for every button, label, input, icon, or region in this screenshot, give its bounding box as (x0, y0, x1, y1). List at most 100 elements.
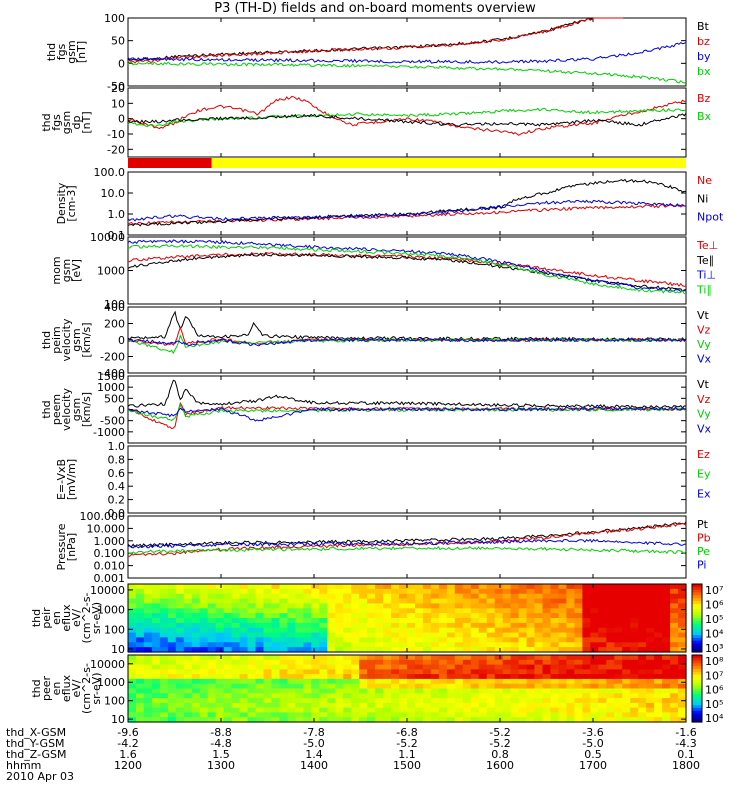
density-ylabel: Density (55, 182, 68, 224)
peir_en_eflux-cell (415, 603, 424, 609)
peer_en_eflux-cell (215, 717, 225, 723)
peir_en_eflux-cell (136, 637, 145, 643)
peir_en_eflux-cell (415, 627, 424, 634)
peer_en_eflux-cell (630, 698, 639, 704)
peir_en_eflux-cell (478, 584, 488, 590)
peir_en_eflux-cell (199, 598, 209, 605)
peer_en_eflux-colorbar-cell (692, 716, 702, 720)
peir_en_eflux-cell (327, 608, 336, 614)
peer_en_eflux-cell (478, 693, 488, 699)
peer_en_eflux-cell (670, 712, 679, 718)
peim_velocity-series-3 (127, 337, 687, 347)
peer_en_eflux-cell (375, 702, 384, 709)
peer_en_eflux-cell (303, 688, 312, 694)
peir_en_eflux-cell (662, 632, 671, 639)
ephemeris-value-thd-z-gsm: 0.5 (584, 748, 602, 761)
peir_en_eflux-cell (143, 642, 153, 648)
peer_en_eflux-cell (470, 693, 480, 699)
peer_en_eflux-colorbar-cell (692, 671, 702, 676)
peir_en_eflux-cell (215, 593, 225, 600)
peir_en_eflux-cell (638, 603, 647, 609)
peer_en_eflux-cell (518, 717, 528, 723)
peer_en_eflux-cell (399, 674, 408, 680)
peir_en_eflux-cell (151, 593, 161, 600)
peir_en_eflux-cell (622, 642, 631, 648)
ephemeris-value-hhmm: 1800 (672, 759, 700, 772)
peir_en_eflux-colorbar-cell (692, 589, 702, 594)
peir_en_eflux-cell (175, 588, 185, 595)
peir_en_eflux-cell (239, 598, 249, 605)
peir_en_eflux-cell (255, 598, 265, 605)
efield-legend-0: Ez (697, 448, 710, 461)
peer_en_eflux-cell (247, 674, 257, 680)
peer_en_eflux-cell (542, 659, 552, 666)
pressure-ytick-label: 100.000 (80, 510, 126, 523)
peir_en_eflux-cell (415, 588, 424, 595)
peir_en_eflux-cell (159, 608, 169, 614)
peir_en_eflux-cell (407, 632, 416, 639)
peir_en_eflux-cell (430, 598, 440, 605)
peer_en_eflux-cell (622, 655, 631, 661)
peer_en_eflux-cell (151, 702, 161, 709)
peer_en_eflux-cell (255, 698, 265, 704)
peir_en_eflux-cell (494, 608, 504, 614)
peer_en_eflux-cell (279, 707, 289, 713)
peer_en_eflux-cell (486, 712, 496, 718)
peir_en_eflux-colorbar-cell (692, 595, 702, 599)
peer_en_eflux-cell (454, 693, 464, 699)
peem_velocity-ytick-label: 1500 (97, 370, 125, 383)
peir_en_eflux-cell (343, 613, 352, 619)
peir_en_eflux-cell (662, 622, 671, 629)
efield-ylabel: [mV/m] (65, 459, 78, 500)
peir_en_eflux-cell (454, 598, 464, 605)
peir_en_eflux-cell (550, 603, 560, 609)
peir_en_eflux-cell (136, 642, 145, 648)
peir_en_eflux-cell (614, 622, 623, 629)
peer_en_eflux-cell (375, 669, 384, 675)
peir_en_eflux-cell (558, 598, 568, 605)
peir_en_eflux-cell (351, 593, 360, 600)
peer_en_eflux-cell (438, 717, 448, 723)
peer_en_eflux-cell (590, 664, 599, 670)
peir_en_eflux-cell (510, 608, 520, 614)
peir_en_eflux-cell (462, 622, 472, 629)
peer_en_eflux-cell (454, 678, 464, 685)
peir_en_eflux-cell (295, 632, 304, 639)
peir_en_eflux-cell (327, 613, 336, 619)
peer_en_eflux-cell (128, 707, 137, 713)
peir_en_eflux-cell (239, 608, 249, 614)
peir_en_eflux-cell (383, 603, 392, 609)
peir_en_eflux-cell (239, 647, 249, 653)
peir_en_eflux-cell (383, 642, 392, 648)
peer_en_eflux-cell (494, 683, 504, 690)
peir_en_eflux-cell (279, 618, 289, 624)
peir_en_eflux-cell (391, 627, 400, 634)
peir_en_eflux-cell (343, 608, 352, 614)
peir_en_eflux-cell (255, 647, 265, 653)
peir_en_eflux-cell (638, 584, 647, 590)
peir_en_eflux-cell (582, 642, 591, 648)
peer_en_eflux-cell (622, 683, 631, 690)
peir_en_eflux-cell (136, 588, 145, 595)
peer_en_eflux-cell (303, 712, 312, 718)
peir_en_eflux-cell (335, 622, 344, 629)
peer_en_eflux-cell (678, 717, 687, 723)
peir_en_eflux-cell (239, 588, 249, 595)
peir_en_eflux-cell (151, 588, 161, 595)
peer_en_eflux-cell (582, 678, 591, 685)
peer_en_eflux-cell (462, 674, 472, 680)
mom_temp-ytick-label: 10000 (90, 231, 125, 244)
peer_en_eflux-cell (646, 702, 655, 709)
peer_en_eflux-cell (199, 707, 209, 713)
peir_en_eflux-cell (542, 588, 552, 595)
peer_en_eflux-cell (430, 693, 440, 699)
peer_en_eflux-cell (239, 707, 249, 713)
peer_en_eflux-cell (598, 702, 607, 709)
peer_en_eflux-cell (630, 702, 639, 709)
peir_en_eflux-cell (470, 632, 480, 639)
peir_en_eflux-cell (550, 584, 560, 590)
density-ytick-label: 10.0 (101, 187, 126, 200)
peer_en_eflux-cell (494, 664, 504, 670)
peir_en_eflux-cell (223, 647, 233, 653)
peir_en_eflux-cell (128, 598, 137, 605)
